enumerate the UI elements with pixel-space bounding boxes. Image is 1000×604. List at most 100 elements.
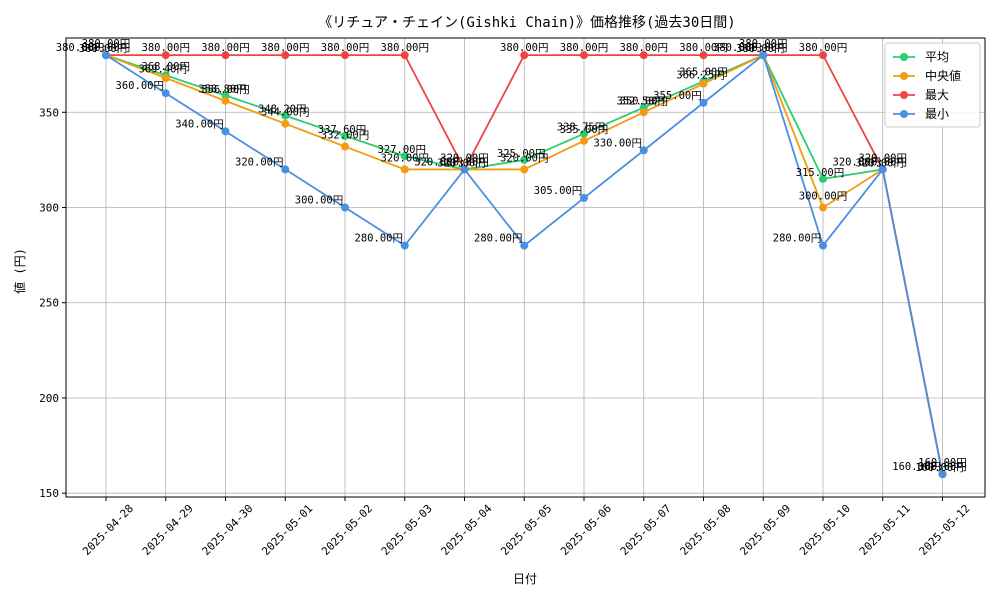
x-axis-label: 日付 xyxy=(513,572,537,586)
grid xyxy=(66,38,985,497)
x-tick-label: 2025-05-04 xyxy=(439,502,495,558)
data-label: 360.00円 xyxy=(116,80,164,92)
x-tick-label: 2025-05-11 xyxy=(857,502,913,558)
data-point xyxy=(699,98,708,107)
data-label: 352.50円 xyxy=(617,96,665,108)
data-label: 332.00円 xyxy=(321,130,369,142)
y-tick-label: 350 xyxy=(39,106,59,119)
data-label: 348.20円 xyxy=(258,104,306,116)
data-label: 344.00円 xyxy=(261,107,309,119)
y-tick-label: 150 xyxy=(39,487,59,500)
data-point xyxy=(580,193,588,202)
data-point xyxy=(341,203,349,212)
data-label: 380.00円 xyxy=(79,43,127,55)
data-label: 320.00円 xyxy=(381,152,429,164)
data-label: 335.00円 xyxy=(560,124,608,136)
legend-label: 中央値 xyxy=(925,68,961,83)
data-point xyxy=(281,51,290,60)
data-label: 320.00円 xyxy=(859,156,907,168)
data-label: 380.00円 xyxy=(82,42,130,54)
data-point xyxy=(699,79,708,88)
data-label: 337.60円 xyxy=(318,124,366,136)
legend-swatch-marker xyxy=(900,91,908,99)
x-tick-label: 2025-05-05 xyxy=(498,502,554,558)
data-label: 380.00円 xyxy=(381,42,429,54)
data-point xyxy=(520,165,529,174)
data-labels: 380.00円 369.40円 358.80円 348.20円 337.60円 327.0… xyxy=(56,38,967,474)
data-label: 355.00円 xyxy=(653,90,701,102)
data-label: 280.00円 xyxy=(355,233,403,245)
data-point xyxy=(819,174,827,183)
data-point xyxy=(580,136,588,145)
legend-swatch-marker xyxy=(900,110,908,118)
legend-swatch-marker xyxy=(900,72,908,80)
data-label: 300.00円 xyxy=(799,191,847,203)
x-tick-label: 2025-05-03 xyxy=(379,502,435,558)
data-point xyxy=(639,108,648,117)
data-label: 315.00円 xyxy=(796,167,844,179)
data-label: 340.00円 xyxy=(175,118,223,130)
data-point xyxy=(281,165,290,174)
data-label: 320.00円 xyxy=(437,157,485,169)
data-label: 320.00円 xyxy=(235,156,283,168)
data-label: 380.00円 xyxy=(321,42,369,54)
data-point xyxy=(221,127,230,136)
data-point xyxy=(699,51,708,60)
y-tick-label: 200 xyxy=(39,392,59,405)
x-tick-label: 2025-05-10 xyxy=(797,502,853,558)
data-label: 300.00円 xyxy=(295,195,343,207)
data-label: 327.00円 xyxy=(378,144,426,156)
x-tick-label: 2025-04-29 xyxy=(140,502,196,558)
y-tick-label: 300 xyxy=(39,202,59,215)
x-tick-label: 2025-05-09 xyxy=(737,502,793,558)
data-label: 350.00円 xyxy=(620,95,668,107)
data-label: 330.00円 xyxy=(594,137,642,149)
data-label: 320.00円 xyxy=(859,152,907,164)
data-label: 365.00円 xyxy=(679,67,727,79)
data-point xyxy=(819,203,827,212)
plot-frame xyxy=(65,37,986,498)
data-label: 325.00円 xyxy=(497,148,545,160)
x-tick-label: 2025-05-06 xyxy=(558,502,614,558)
data-label: 380.00円 xyxy=(560,42,608,54)
data-point xyxy=(938,470,947,479)
data-label: 160.00円 xyxy=(915,462,963,474)
data-point xyxy=(281,119,290,128)
legend-swatch-marker xyxy=(900,53,908,61)
data-label: 160.00円 xyxy=(918,461,966,473)
data-point xyxy=(341,131,349,140)
data-label: 338.75円 xyxy=(557,122,605,134)
data-label: 380.00円 xyxy=(261,42,309,54)
data-point xyxy=(520,51,529,60)
data-point xyxy=(819,241,827,250)
data-label: 320.00円 xyxy=(500,152,548,164)
data-point xyxy=(639,146,648,155)
data-point xyxy=(161,89,170,98)
data-label: 280.00円 xyxy=(474,233,522,245)
data-label: 320.00円 xyxy=(856,157,904,169)
data-label: 380.00円 xyxy=(799,42,847,54)
data-label: 380.00円 xyxy=(82,38,130,50)
data-label: 380.00円 xyxy=(736,43,784,55)
data-point xyxy=(460,165,469,174)
data-label: 368.00円 xyxy=(142,61,190,73)
legend-label: 平均 xyxy=(925,50,949,64)
legend-label: 最小 xyxy=(925,107,949,121)
data-point xyxy=(161,51,170,60)
x-tick-label: 2025-05-12 xyxy=(917,502,973,558)
data-label: 366.25円 xyxy=(676,69,724,81)
data-label: 369.40円 xyxy=(139,63,187,75)
data-point xyxy=(400,165,409,174)
data-label: 380.00円 xyxy=(142,42,190,54)
data-label: 380.00円 xyxy=(201,42,249,54)
data-point xyxy=(580,51,588,60)
x-tick-label: 2025-04-28 xyxy=(80,502,136,558)
x-tick-label: 2025-04-30 xyxy=(200,502,256,558)
data-point xyxy=(221,51,230,60)
legend-label: 最大 xyxy=(925,88,949,102)
data-point xyxy=(161,73,170,82)
